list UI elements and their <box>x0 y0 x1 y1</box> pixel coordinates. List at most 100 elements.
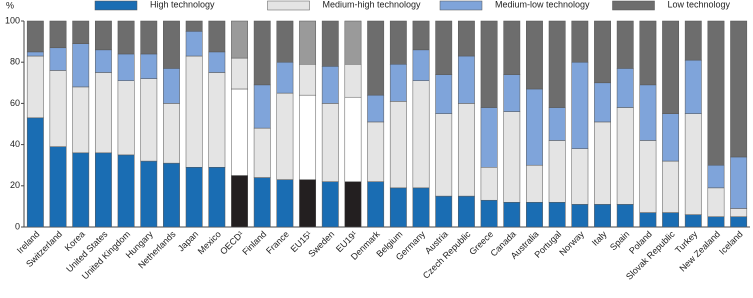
bar-segment <box>94 20 112 51</box>
bar-segment <box>526 88 543 166</box>
bar-segment <box>72 20 90 44</box>
bar-segment <box>163 103 180 164</box>
bar-segment <box>480 107 498 168</box>
x-tick-label: France <box>264 229 291 256</box>
bar-segment <box>231 88 248 176</box>
bar-segment <box>117 154 135 228</box>
bar-segment <box>639 84 657 141</box>
bar-segment <box>435 20 453 75</box>
bar-segment <box>49 47 67 71</box>
bar-segment <box>344 64 362 98</box>
y-tick-label: 100 <box>5 15 20 25</box>
bar-segment <box>72 43 90 88</box>
bar-segment <box>730 208 748 217</box>
bar-segment <box>140 78 158 162</box>
bar-segment <box>435 74 453 114</box>
bar-segment <box>503 202 521 228</box>
bar-segment <box>457 103 475 197</box>
bar-segment <box>662 212 680 228</box>
bar-segment <box>707 20 725 166</box>
bar-segment <box>72 152 90 228</box>
bar-segment <box>412 80 430 189</box>
bar-segment <box>594 204 611 228</box>
bar-segment <box>231 175 248 228</box>
bar-segment <box>480 167 498 201</box>
bar-segment <box>299 20 317 65</box>
bar-segment <box>49 20 67 49</box>
bar-segment <box>117 20 135 55</box>
bar-segment <box>72 86 90 154</box>
bar-segment <box>231 20 248 59</box>
legend-label: High technology <box>150 0 215 9</box>
bar-segment <box>367 181 385 228</box>
bar-segment <box>571 148 589 205</box>
bar-segment <box>389 20 407 65</box>
bar-segment <box>616 107 634 205</box>
bar-segment <box>185 31 203 57</box>
legend-swatch <box>267 0 310 11</box>
bar-segment <box>639 20 657 86</box>
bar-segment <box>389 101 407 189</box>
legend-label: Medium-low technology <box>495 0 590 9</box>
bar-segment <box>26 55 44 119</box>
bar-segment <box>684 113 702 215</box>
bar-segment <box>389 187 407 228</box>
bar-segment <box>730 156 748 209</box>
bar-segment <box>594 121 611 205</box>
bar-segment <box>276 179 294 228</box>
bar-segment <box>253 127 271 178</box>
bar-segment <box>548 140 566 203</box>
bar-segment <box>457 195 475 228</box>
bar-segment <box>163 68 180 104</box>
bar-segment <box>185 20 203 32</box>
bar-segment <box>594 20 611 84</box>
bar-segment <box>94 152 112 228</box>
bar-segment <box>616 204 634 228</box>
bar-segment <box>548 202 566 228</box>
bar-segment <box>299 179 317 228</box>
bar-segment <box>321 181 339 228</box>
bar-segment <box>163 162 180 228</box>
bar-segment <box>526 164 543 203</box>
bar-segment <box>730 20 748 158</box>
legend-swatch <box>94 0 138 11</box>
bar-segment <box>435 195 453 228</box>
bar-segment <box>208 51 226 73</box>
bar-segment <box>117 80 135 156</box>
bar-segment <box>140 53 158 79</box>
legend-swatch <box>439 0 483 11</box>
bar-segment <box>571 61 589 149</box>
bar-segment <box>412 49 430 81</box>
bar-segment <box>707 164 725 189</box>
x-tick-label: Finland <box>240 229 268 257</box>
bar-segment <box>616 68 634 108</box>
legend-label: Low technology <box>668 0 731 9</box>
y-tick-label: 60 <box>10 98 20 108</box>
x-tick-label: OECD¹ <box>218 229 246 257</box>
bar-segment <box>185 167 203 228</box>
bar-segment <box>616 20 634 69</box>
bar-segment <box>639 140 657 213</box>
bar-segment <box>185 55 203 168</box>
bar-segment <box>503 111 521 203</box>
bar-segment <box>389 64 407 102</box>
bar-segment <box>684 59 702 114</box>
bar-segment <box>231 57 248 90</box>
bar-segment <box>367 94 385 123</box>
y-tick-label: 20 <box>10 180 20 190</box>
bar-segment <box>253 177 271 228</box>
bar-segment <box>253 20 271 86</box>
bar-segment <box>662 20 680 114</box>
x-tick-label: Italy <box>590 229 609 248</box>
bar-segment <box>321 20 339 67</box>
y-axis-label: % <box>6 0 14 10</box>
bar-segment <box>140 20 158 55</box>
bar-segment <box>163 20 180 69</box>
bar-segment <box>49 70 67 147</box>
bar-segment <box>480 199 498 228</box>
bar-segment <box>571 204 589 228</box>
bar-segment <box>26 117 44 228</box>
bar-segment <box>49 146 67 228</box>
bar-segment <box>253 84 271 129</box>
